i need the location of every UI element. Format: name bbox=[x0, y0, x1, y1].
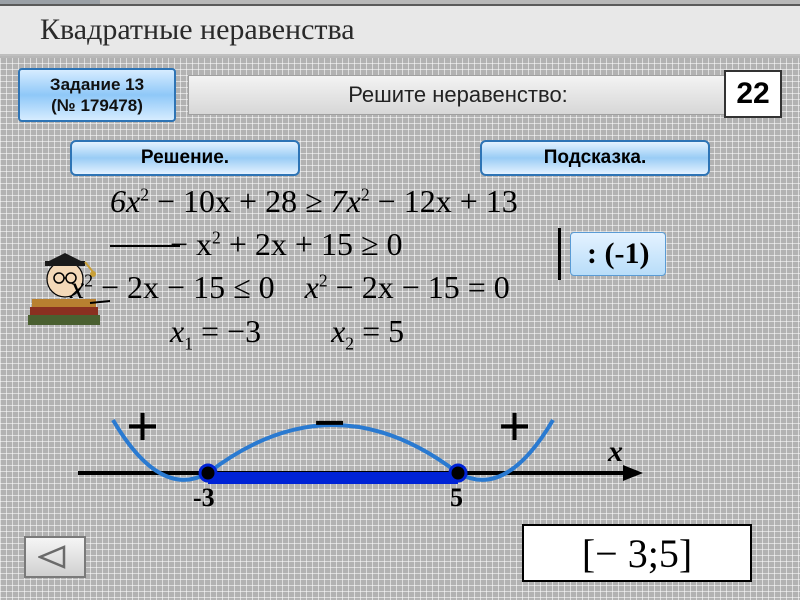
prompt-text: Решите неравенство: bbox=[348, 82, 568, 108]
task-line2: (№ 179478) bbox=[51, 95, 143, 116]
solution-button[interactable]: Решение. bbox=[70, 140, 300, 176]
divide-bar bbox=[558, 228, 561, 280]
task-line1: Задание 13 bbox=[50, 74, 144, 95]
score-value: 22 bbox=[736, 77, 769, 111]
equation-2: − x2 + 2x + 15 ≥ 0 bbox=[170, 223, 760, 266]
multiplier-box: : (-1) bbox=[570, 232, 666, 276]
root-1: x1 = −3 bbox=[170, 310, 261, 356]
interval-diagram: + − + x -3 5 bbox=[78, 395, 648, 515]
root-2: x2 = 5 bbox=[331, 310, 404, 356]
tick-a: -3 bbox=[193, 483, 215, 513]
tick-b: 5 bbox=[450, 483, 463, 513]
prompt-bar: Решите неравенство: bbox=[188, 75, 728, 115]
title-bar: Квадратные неравенства bbox=[0, 4, 800, 56]
equation-1: 6x2 − 10x + 28 ≥ 7x2 − 12x + 13 bbox=[110, 180, 760, 223]
back-button[interactable] bbox=[24, 536, 86, 578]
score-box: 22 bbox=[724, 70, 782, 118]
hint-label: Подсказка. bbox=[544, 147, 647, 169]
sign-mid: − bbox=[313, 389, 346, 456]
answer-text: [− 3;5] bbox=[582, 530, 692, 577]
equation-3b: x2 − 2x − 15 = 0 bbox=[305, 266, 510, 309]
equation-3a: x2 − 2x − 15 ≤ 0 bbox=[70, 266, 275, 309]
hint-button[interactable]: Подсказка. bbox=[480, 140, 710, 176]
page-title: Квадратные неравенства bbox=[40, 13, 355, 47]
pointer-line bbox=[110, 245, 180, 247]
answer-box: [− 3;5] bbox=[522, 524, 752, 582]
multiplier-text: : (-1) bbox=[587, 237, 649, 270]
task-badge[interactable]: Задание 13 (№ 179478) bbox=[18, 68, 176, 122]
solution-label: Решение. bbox=[141, 147, 229, 169]
sign-left: + bbox=[126, 393, 159, 460]
sign-right: + bbox=[498, 393, 531, 460]
back-triangle-icon bbox=[38, 545, 72, 569]
axis-x-label: x bbox=[608, 435, 623, 469]
